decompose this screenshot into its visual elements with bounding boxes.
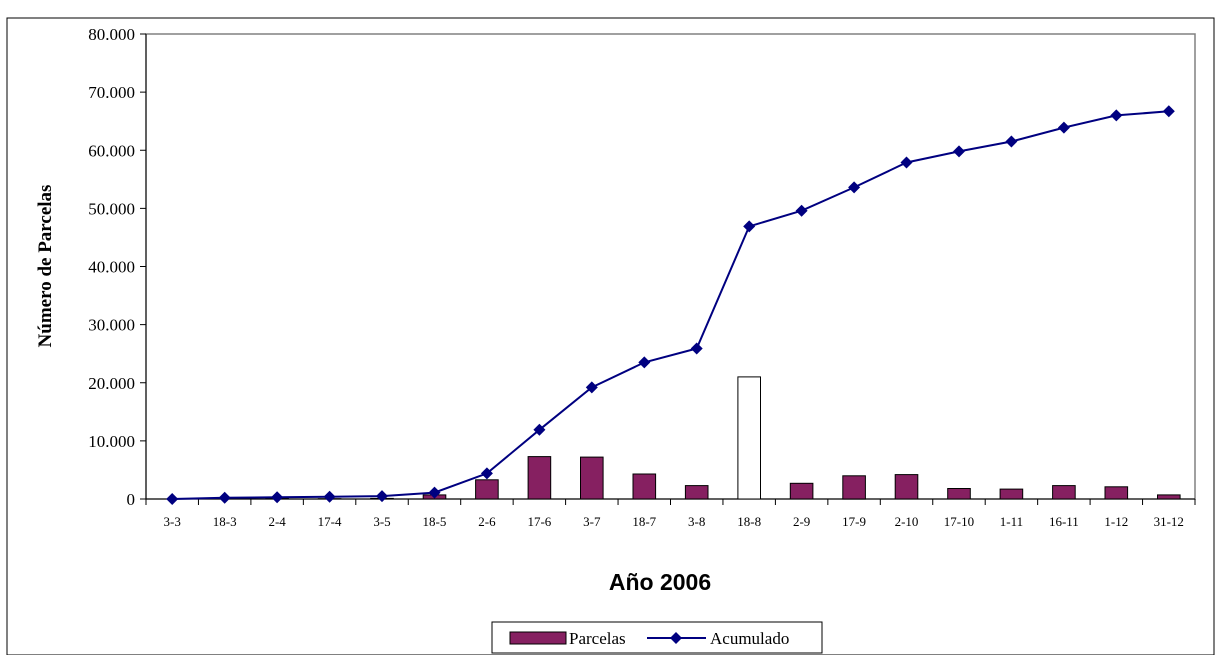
bar-2-10 bbox=[894, 474, 919, 500]
acumulado-point-31-12 bbox=[1162, 105, 1175, 118]
acumulado-point-2-10 bbox=[900, 156, 913, 169]
acumulado-point-1-12 bbox=[1110, 109, 1123, 122]
acumulado-point-2-9 bbox=[795, 204, 808, 217]
x-tick-label: 2-10 bbox=[895, 514, 919, 529]
acumulado-point-2-4 bbox=[271, 491, 284, 504]
chart-frame bbox=[6, 17, 1215, 655]
x-tick-label: 3-8 bbox=[688, 514, 705, 529]
legend-acumulado-label: Acumulado bbox=[710, 629, 789, 648]
y-tick-label: 40.000 bbox=[88, 258, 135, 277]
bar-18-7 bbox=[632, 473, 657, 500]
x-tick-label: 3-5 bbox=[373, 514, 390, 529]
bar-17-9 bbox=[842, 475, 866, 500]
bar-17-6 bbox=[527, 456, 552, 500]
x-tick-label: 18-3 bbox=[213, 514, 237, 529]
acumulado-point-17-6 bbox=[533, 423, 546, 436]
x-tick-label: 18-5 bbox=[423, 514, 447, 529]
y-tick-label: 10.000 bbox=[88, 432, 135, 451]
x-tick-label: 31-12 bbox=[1154, 514, 1184, 529]
acumulado-point-3-8 bbox=[690, 342, 703, 355]
acumulado-point-1-11 bbox=[1005, 135, 1018, 148]
line-series bbox=[166, 105, 1175, 505]
y-tick-label: 80.000 bbox=[88, 25, 135, 44]
bar-3-7 bbox=[580, 456, 604, 500]
acumulado-point-16-11 bbox=[1057, 121, 1070, 134]
y-tick-label: 30.000 bbox=[88, 316, 135, 335]
tick-labels: 0 10.000 20.000 30.000 40.000 50.000 60.000 70.… bbox=[88, 25, 1184, 529]
acumulado-point-3-5 bbox=[376, 490, 388, 503]
bar-31-12 bbox=[1157, 494, 1181, 500]
bar-3-8 bbox=[684, 485, 709, 500]
x-tick-label: 17-10 bbox=[944, 514, 974, 529]
bar-1-12 bbox=[1104, 486, 1129, 500]
legend: Parcelas Acumulado bbox=[491, 621, 823, 654]
acumulado-line bbox=[172, 110, 1169, 500]
legend-parcelas-swatch bbox=[509, 631, 567, 645]
acumulado-point-2-6 bbox=[480, 467, 493, 480]
bar-2-6 bbox=[475, 479, 499, 500]
x-tick-label: 18-8 bbox=[737, 514, 761, 529]
x-tick-label: 1-12 bbox=[1104, 514, 1128, 529]
y-axis-label: Número de Parcelas bbox=[35, 185, 56, 348]
x-tick-label: 16-11 bbox=[1049, 514, 1079, 529]
bar-18-8 bbox=[737, 376, 762, 500]
acumulado-point-17-10 bbox=[953, 145, 965, 158]
acumulado-point-18-5 bbox=[428, 486, 441, 499]
acumulado-point-3-3 bbox=[166, 493, 179, 505]
acumulado-point-18-8 bbox=[743, 220, 756, 233]
x-tick-label: 17-4 bbox=[318, 514, 342, 529]
acumulado-point-18-3 bbox=[218, 491, 231, 504]
bar-16-11 bbox=[1052, 485, 1076, 500]
x-tick-label: 17-6 bbox=[527, 514, 551, 529]
axes bbox=[140, 33, 1196, 505]
y-tick-label: 70.000 bbox=[88, 83, 135, 102]
acumulado-point-17-9 bbox=[848, 181, 861, 194]
bar-2-9 bbox=[789, 482, 814, 500]
x-tick-label: 3-7 bbox=[583, 514, 601, 529]
x-tick-label: 17-9 bbox=[842, 514, 866, 529]
y-tick-label: 50.000 bbox=[88, 199, 135, 218]
x-tick-label: 18-7 bbox=[632, 514, 656, 529]
x-axis-label: Año 2006 bbox=[609, 569, 711, 595]
acumulado-point-3-7 bbox=[585, 381, 598, 394]
x-tick-label: 3-3 bbox=[164, 514, 181, 529]
legend-acumulado-marker bbox=[670, 632, 682, 644]
x-tick-label: 1-11 bbox=[1000, 514, 1023, 529]
legend-parcelas-label: Parcelas bbox=[569, 629, 626, 648]
x-tick-label: 2-9 bbox=[793, 514, 810, 529]
bar-17-10 bbox=[947, 488, 971, 500]
x-tick-label: 2-6 bbox=[478, 514, 496, 529]
x-tick-label: 2-4 bbox=[268, 514, 286, 529]
y-tick-label: 60.000 bbox=[88, 141, 135, 160]
acumulado-point-17-4 bbox=[323, 490, 336, 503]
bar-1-11 bbox=[999, 488, 1024, 500]
y-tick-label: 20.000 bbox=[88, 374, 135, 393]
y-tick-label: 0 bbox=[127, 490, 136, 509]
acumulado-point-18-7 bbox=[638, 356, 651, 369]
